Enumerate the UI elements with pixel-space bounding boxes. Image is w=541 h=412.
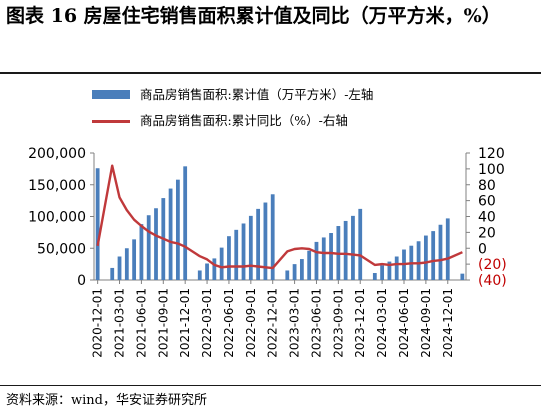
title-divider: [0, 72, 541, 74]
bar: [212, 258, 217, 280]
bar: [205, 263, 209, 280]
bar: [227, 236, 231, 280]
y-right-tick-label: 60: [478, 194, 496, 210]
y-left-tick-label: 50,000: [37, 241, 86, 257]
x-tick-label: 2024-09-01: [419, 288, 433, 358]
y-right-tick-label: (20): [478, 257, 507, 273]
x-tick-label: 2023-03-01: [288, 288, 302, 358]
x-tick-label: 2023-09-01: [331, 288, 345, 358]
yoy-growth-line: [96, 164, 463, 270]
legend-bar-swatch: [92, 90, 130, 99]
bar: [146, 215, 151, 280]
legend-bar-label: 商品房销售面积:累计值（万平方米）-左轴: [140, 87, 374, 102]
bar: [168, 188, 173, 280]
bar: [95, 168, 100, 280]
x-tick-label: 2021-09-01: [156, 288, 170, 358]
bar: [329, 233, 333, 280]
bar: [307, 250, 312, 280]
y-right-tick-label: 40: [478, 210, 496, 226]
source-note: 资料来源：wind，华安证券研究所: [6, 393, 207, 408]
y-right-tick-label: 80: [478, 178, 496, 194]
x-tick-label: 2022-09-01: [244, 288, 258, 358]
source-divider: [0, 385, 541, 386]
y-right-tick-label: 20: [478, 225, 496, 241]
bar: [351, 215, 355, 280]
x-tick-label: 2022-06-01: [222, 288, 236, 358]
bar: [241, 223, 246, 280]
bar: [132, 239, 137, 280]
bar: [219, 247, 224, 280]
x-tick-label: 2024-03-01: [375, 288, 389, 358]
bar: [372, 273, 377, 280]
bar: [248, 215, 253, 280]
bar: [292, 264, 297, 280]
bar: [431, 231, 436, 280]
bar: [299, 259, 304, 280]
bar: [438, 224, 443, 280]
y-right-tick-label: (40): [478, 273, 507, 289]
x-tick-label: 2024-12-01: [441, 288, 455, 358]
bar: [416, 241, 421, 280]
x-tick-label: 2021-12-01: [178, 288, 192, 358]
y-left-tick-label: 200,000: [28, 146, 86, 162]
y-right-tick-label: 100: [478, 162, 505, 178]
x-tick-label: 2023-12-01: [353, 288, 367, 358]
legend-line-label: 商品房销售面积:累计同比（%）-右轴: [140, 113, 348, 128]
y-left-tick-label: 0: [77, 273, 86, 289]
bar: [154, 208, 158, 280]
bar: [263, 202, 268, 280]
y-right-tick-label: 0: [478, 241, 487, 257]
bar: [314, 241, 319, 280]
bar: [321, 237, 326, 280]
y-left-tick-label: 150,000: [28, 178, 86, 194]
bar: [358, 208, 363, 280]
x-tick-label: 2023-06-01: [309, 288, 323, 358]
y-left-tick-label: 100,000: [28, 210, 86, 226]
bar: [460, 273, 465, 280]
bar: [175, 179, 180, 280]
bar: [380, 265, 385, 280]
bar: [270, 194, 275, 280]
bar: [423, 235, 428, 280]
bar: [445, 218, 450, 280]
x-tick-label: 2024-06-01: [397, 288, 411, 358]
x-tick-label: 2021-03-01: [113, 288, 127, 358]
bar: [343, 220, 348, 280]
bar: [285, 270, 290, 280]
x-tick-label: 2021-06-01: [134, 288, 148, 358]
bar: [117, 256, 122, 280]
bar: [139, 224, 144, 280]
chart-canvas: 050,000100,000150,000200,000(40)(20)0204…: [28, 146, 507, 358]
bar: [387, 261, 392, 280]
bar: [394, 256, 399, 280]
bar: [124, 248, 129, 280]
bar: [183, 166, 188, 280]
bar: [110, 267, 115, 280]
legend-line-swatch: [92, 120, 130, 123]
x-tick-label: 2022-12-01: [266, 288, 280, 358]
x-tick-label: 2020-12-01: [91, 288, 105, 358]
y-right-tick-label: 120: [478, 146, 505, 162]
x-tick-label: 2022-03-01: [200, 288, 214, 358]
chart-title: 图表 16 房屋住宅销售面积累计值及同比（万平方米，%）: [6, 5, 501, 27]
bar: [234, 229, 239, 280]
bar: [256, 208, 261, 280]
bar: [197, 270, 202, 280]
